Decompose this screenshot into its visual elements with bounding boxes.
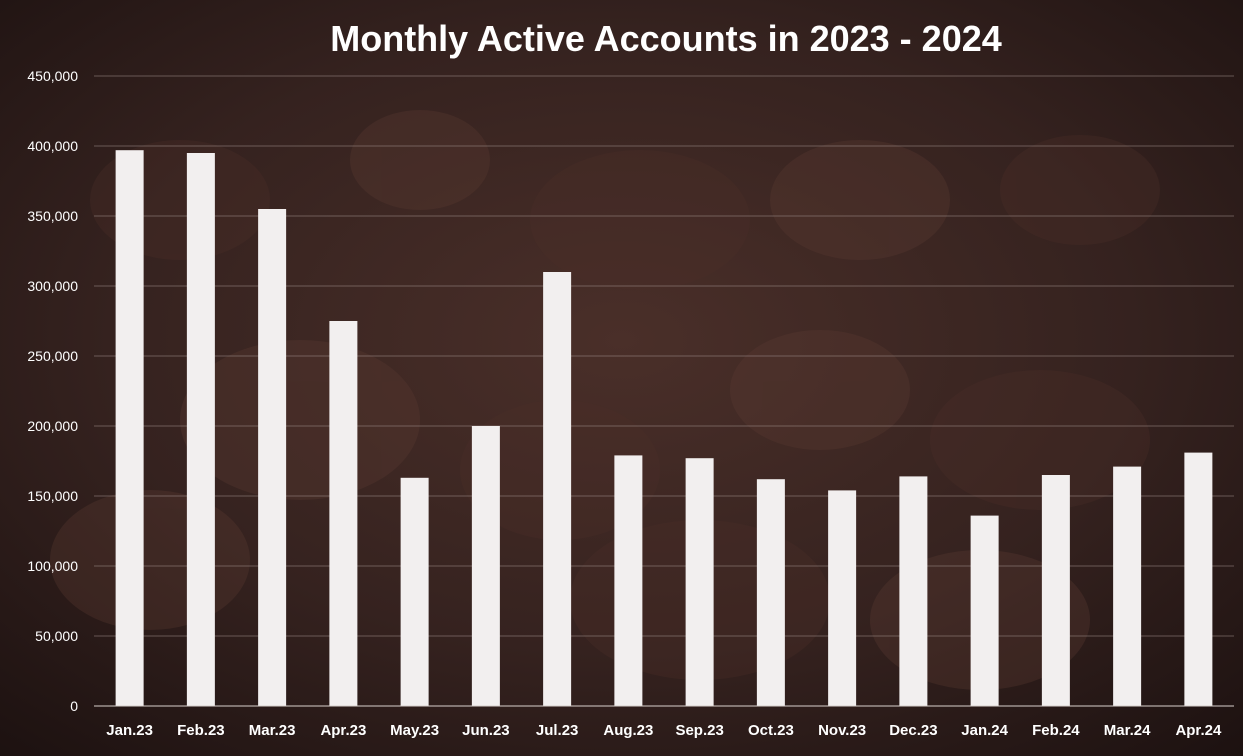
x-tick-label: Feb.23 — [177, 722, 225, 739]
bar — [970, 515, 999, 706]
bar — [543, 272, 572, 706]
background-shape — [1000, 135, 1160, 245]
bar — [685, 458, 714, 706]
bar — [115, 150, 144, 706]
y-tick-label: 0 — [70, 698, 78, 714]
background-shape — [530, 150, 750, 290]
x-tick-label: Mar.24 — [1104, 722, 1151, 739]
bar — [828, 490, 857, 706]
y-tick-label: 400,000 — [27, 138, 78, 154]
y-tick-label: 300,000 — [27, 278, 78, 294]
x-tick-label: Oct.23 — [748, 722, 794, 739]
y-tick-label: 100,000 — [27, 558, 78, 574]
background-shape — [730, 330, 910, 450]
x-tick-label: Jun.23 — [462, 722, 510, 739]
background-shape — [50, 490, 250, 630]
y-tick-label: 150,000 — [27, 488, 78, 504]
x-tick-label: Aug.23 — [603, 722, 653, 739]
bar — [1113, 466, 1142, 706]
bar — [329, 321, 358, 706]
y-tick-label: 250,000 — [27, 348, 78, 364]
y-tick-label: 50,000 — [35, 628, 78, 644]
background-shape — [930, 370, 1150, 510]
x-tick-label: Jul.23 — [536, 722, 579, 739]
x-tick-label: Feb.24 — [1032, 722, 1080, 739]
x-tick-label: Apr.24 — [1175, 722, 1222, 739]
x-tick-label: Jan.23 — [106, 722, 153, 739]
x-tick-label: Dec.23 — [889, 722, 937, 739]
x-tick-label: Mar.23 — [249, 722, 296, 739]
x-tick-label: Apr.23 — [320, 722, 366, 739]
bar — [1041, 475, 1070, 706]
y-tick-label: 200,000 — [27, 418, 78, 434]
bar — [899, 476, 928, 706]
y-tick-label: 350,000 — [27, 208, 78, 224]
chart-title: Monthly Active Accounts in 2023 - 2024 — [330, 18, 1002, 59]
bar — [400, 477, 429, 706]
background-shape — [770, 140, 950, 260]
bar — [186, 153, 215, 706]
bar — [756, 479, 785, 706]
bar — [258, 209, 287, 706]
x-tick-label: May.23 — [390, 722, 439, 739]
background-shape — [180, 340, 420, 500]
x-tick-label: Jan.24 — [961, 722, 1008, 739]
x-tick-label: Sep.23 — [675, 722, 723, 739]
bar — [471, 426, 500, 706]
x-tick-label: Nov.23 — [818, 722, 866, 739]
bar — [1184, 452, 1213, 706]
y-tick-label: 450,000 — [27, 68, 78, 84]
bar — [614, 455, 643, 706]
background-shape — [350, 110, 490, 210]
